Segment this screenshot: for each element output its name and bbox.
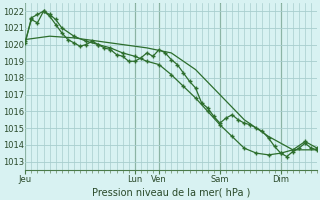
X-axis label: Pression niveau de la mer( hPa ): Pression niveau de la mer( hPa ): [92, 187, 251, 197]
